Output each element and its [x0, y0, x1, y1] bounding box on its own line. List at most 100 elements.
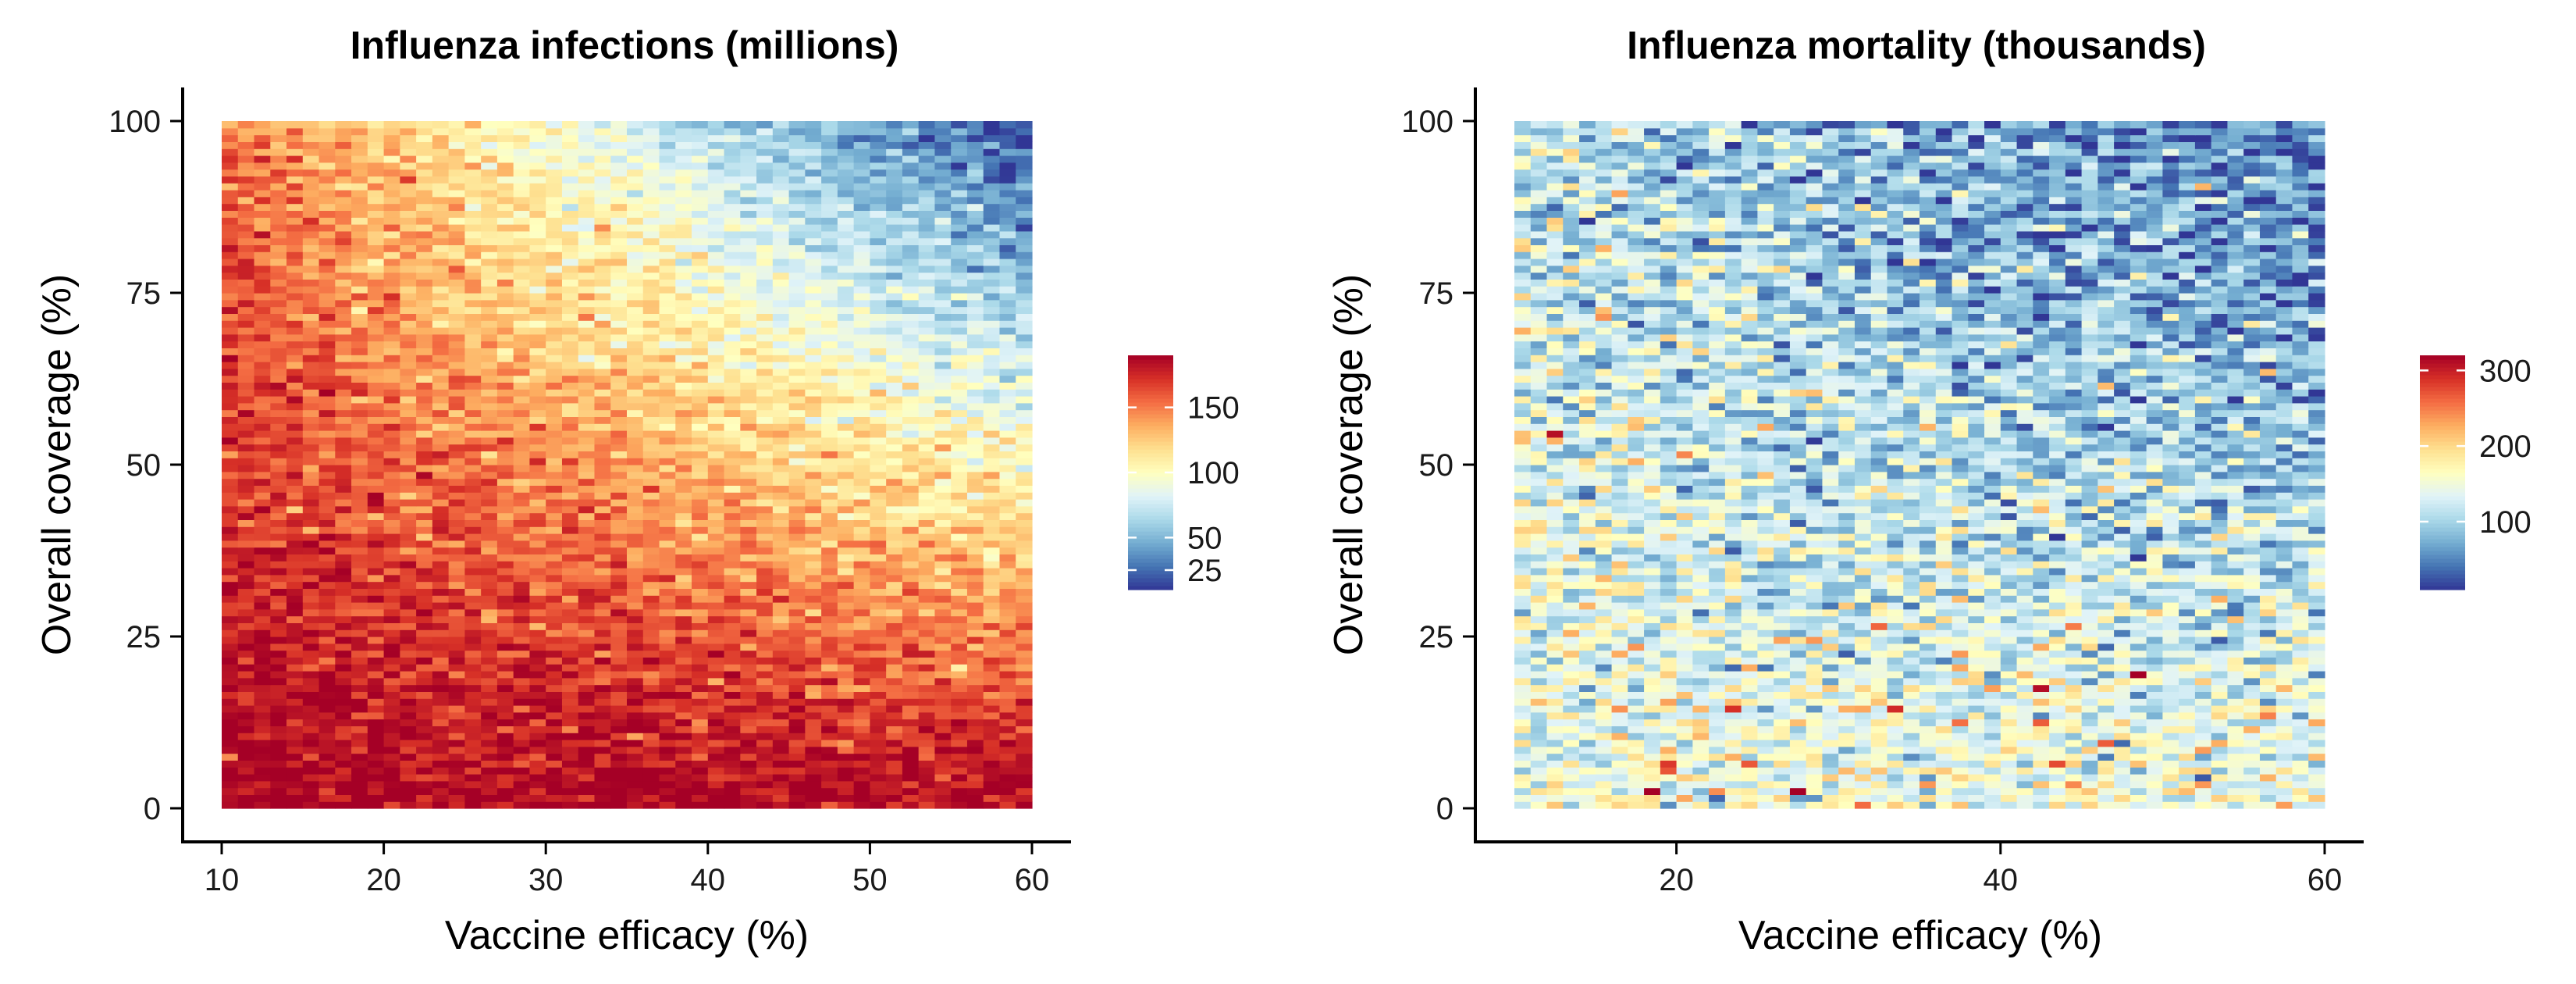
- heatmap-cell: [222, 389, 239, 397]
- heatmap-cell: [642, 251, 660, 259]
- heatmap-cell: [870, 526, 887, 534]
- heatmap-cell: [951, 519, 968, 527]
- heatmap-cell: [610, 698, 628, 706]
- heatmap-cell: [481, 286, 498, 294]
- heatmap-cell: [999, 519, 1016, 527]
- heatmap-cell: [870, 801, 887, 809]
- heatmap-cell: [805, 148, 822, 156]
- heatmap-cell: [302, 183, 320, 191]
- heatmap-cell: [772, 547, 790, 554]
- heatmap-cell: [302, 636, 320, 644]
- heatmap-cell: [351, 698, 368, 706]
- heatmap-cell: [270, 244, 287, 252]
- heatmap-cell: [902, 293, 920, 301]
- heatmap-cell: [642, 196, 660, 205]
- heatmap-cell: [934, 595, 952, 603]
- heatmap-cell: [756, 196, 774, 205]
- heatmap-cell: [400, 409, 417, 417]
- heatmap-cell: [270, 251, 287, 259]
- heatmap-cell: [837, 121, 855, 129]
- heatmap-cell: [756, 787, 774, 795]
- heatmap-cell: [853, 664, 870, 672]
- heatmap-cell: [481, 423, 498, 431]
- heatmap-cell: [351, 458, 368, 465]
- heatmap-cell: [561, 547, 579, 554]
- heatmap-cell: [237, 794, 255, 802]
- heatmap-cell: [707, 643, 725, 651]
- heatmap-cell: [756, 512, 774, 520]
- heatmap-cell: [724, 313, 741, 321]
- heatmap-cell: [318, 134, 336, 142]
- heatmap-cell: [675, 588, 692, 596]
- heatmap-cell: [870, 505, 887, 514]
- heatmap-cell: [496, 203, 514, 211]
- heatmap-cell: [870, 327, 887, 335]
- heatmap-cell: [707, 162, 725, 170]
- heatmap-cell: [870, 286, 887, 294]
- heatmap-cell: [481, 362, 498, 369]
- heatmap-cell: [886, 760, 903, 768]
- heatmap-cell: [237, 382, 255, 390]
- heatmap-cell: [286, 355, 304, 362]
- heatmap-cell: [496, 512, 514, 520]
- heatmap-cell: [659, 224, 676, 232]
- heatmap-cell: [610, 272, 628, 280]
- heatmap-cells: [222, 121, 1033, 809]
- heatmap-cell: [1016, 382, 1033, 390]
- heatmap-cell: [627, 595, 644, 603]
- heatmap-cell: [578, 581, 596, 589]
- heatmap-cell: [740, 485, 757, 493]
- heatmap-cell: [400, 794, 417, 802]
- heatmap-cell: [367, 162, 385, 170]
- heatmap-cell: [983, 608, 1001, 617]
- heatmap-cell: [546, 333, 563, 342]
- heatmap-cell: [999, 650, 1016, 658]
- heatmap-cell: [886, 801, 903, 809]
- heatmap-cell: [610, 705, 628, 713]
- heatmap-cell: [805, 753, 822, 761]
- heatmap-cell: [853, 471, 870, 480]
- heatmap-cell: [448, 148, 465, 156]
- heatmap-cell: [400, 362, 417, 369]
- heatmap-cell: [286, 711, 304, 720]
- heatmap-cell: [351, 753, 368, 761]
- heatmap-cell: [821, 451, 838, 458]
- heatmap-cell: [610, 423, 628, 431]
- heatmap-cell: [610, 348, 628, 355]
- heatmap-cell: [805, 615, 822, 623]
- heatmap-cell: [675, 127, 692, 136]
- heatmap-cell: [432, 643, 450, 651]
- heatmap-cell: [335, 519, 352, 527]
- heatmap-cell: [448, 519, 465, 527]
- heatmap-cell: [546, 767, 563, 775]
- heatmap-cell: [302, 437, 320, 445]
- heatmap-cell: [934, 740, 952, 747]
- heatmap-cell: [853, 615, 870, 623]
- heatmap-cell: [464, 540, 482, 548]
- heatmap-cell: [772, 478, 790, 486]
- heatmap-cell: [448, 251, 465, 259]
- heatmap-cell: [351, 299, 368, 308]
- heatmap-cell: [383, 169, 400, 176]
- heatmap-cell: [886, 574, 903, 583]
- heatmap-cell: [351, 451, 368, 458]
- heatmap-cell: [351, 368, 368, 376]
- heatmap-cell: [594, 581, 611, 589]
- heatmap-cell: [788, 650, 806, 658]
- heatmap-cell: [805, 581, 822, 589]
- heatmap-cell: [821, 423, 838, 431]
- heatmap-cell: [286, 540, 304, 548]
- heatmap-cell: [886, 684, 903, 692]
- heatmap-cell: [529, 767, 546, 775]
- heatmap-cell: [481, 574, 498, 583]
- heatmap-cell: [416, 423, 433, 431]
- heatmap-cell: [496, 629, 514, 637]
- heatmap-cell: [496, 141, 514, 149]
- heatmap-cell: [578, 677, 596, 686]
- heatmap-cell: [788, 698, 806, 706]
- heatmap-cell: [383, 244, 400, 252]
- heatmap-cell: [740, 465, 757, 472]
- heatmap-cell: [627, 230, 644, 239]
- heatmap-cell: [902, 787, 920, 795]
- heatmap-cell: [416, 718, 433, 726]
